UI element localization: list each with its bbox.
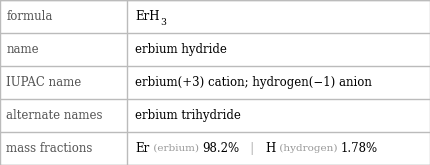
Text: |: | (239, 142, 265, 155)
Text: 3: 3 (160, 18, 166, 27)
Text: ErH: ErH (135, 10, 160, 23)
Text: IUPAC name: IUPAC name (6, 76, 82, 89)
Text: H: H (265, 142, 276, 155)
Text: erbium(+3) cation; hydrogen(−1) anion: erbium(+3) cation; hydrogen(−1) anion (135, 76, 372, 89)
Text: formula: formula (6, 10, 53, 23)
Text: (erbium): (erbium) (150, 144, 202, 153)
Text: mass fractions: mass fractions (6, 142, 93, 155)
Text: (hydrogen): (hydrogen) (276, 144, 341, 153)
Text: name: name (6, 43, 39, 56)
Text: erbium hydride: erbium hydride (135, 43, 227, 56)
Text: erbium trihydride: erbium trihydride (135, 109, 241, 122)
Text: 1.78%: 1.78% (341, 142, 378, 155)
Text: 98.2%: 98.2% (202, 142, 239, 155)
Text: alternate names: alternate names (6, 109, 103, 122)
Text: Er: Er (135, 142, 150, 155)
